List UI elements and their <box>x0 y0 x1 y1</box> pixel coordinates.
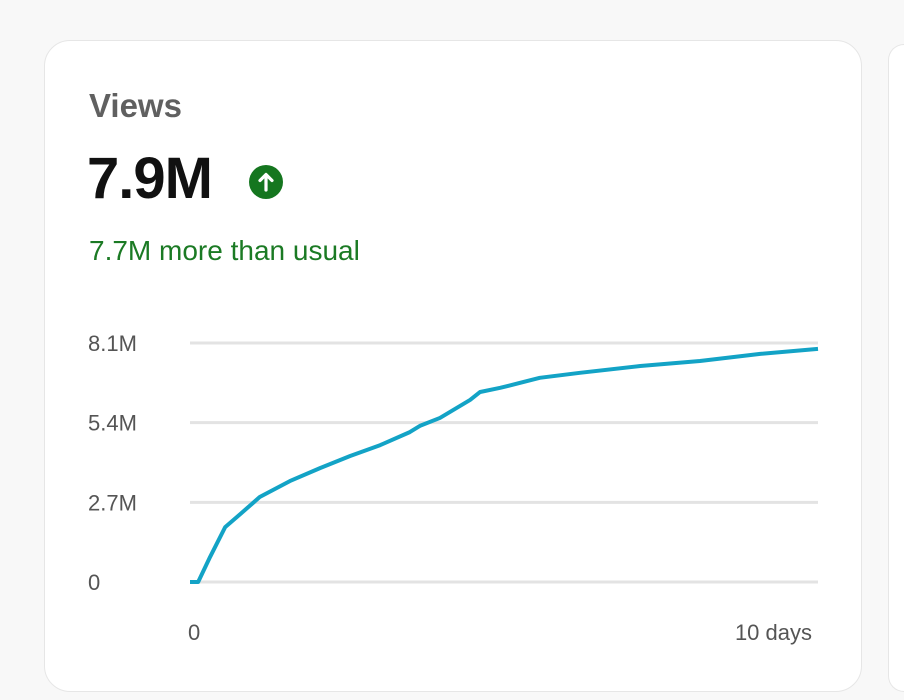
y-tick-label: 5.4M <box>88 411 137 436</box>
x-tick-label: 10 days <box>735 620 812 645</box>
y-tick-label: 8.1M <box>88 331 137 356</box>
comparison-text: 7.7M more than usual <box>89 235 360 266</box>
y-tick-label: 2.7M <box>88 490 137 515</box>
arrow-up-circle-icon <box>249 165 283 199</box>
card-title: Views <box>89 87 182 124</box>
x-tick-label: 0 <box>188 620 200 645</box>
y-tick-label: 0 <box>88 570 100 595</box>
views-total: 7.9M <box>87 146 213 211</box>
series-line-views <box>190 346 819 584</box>
